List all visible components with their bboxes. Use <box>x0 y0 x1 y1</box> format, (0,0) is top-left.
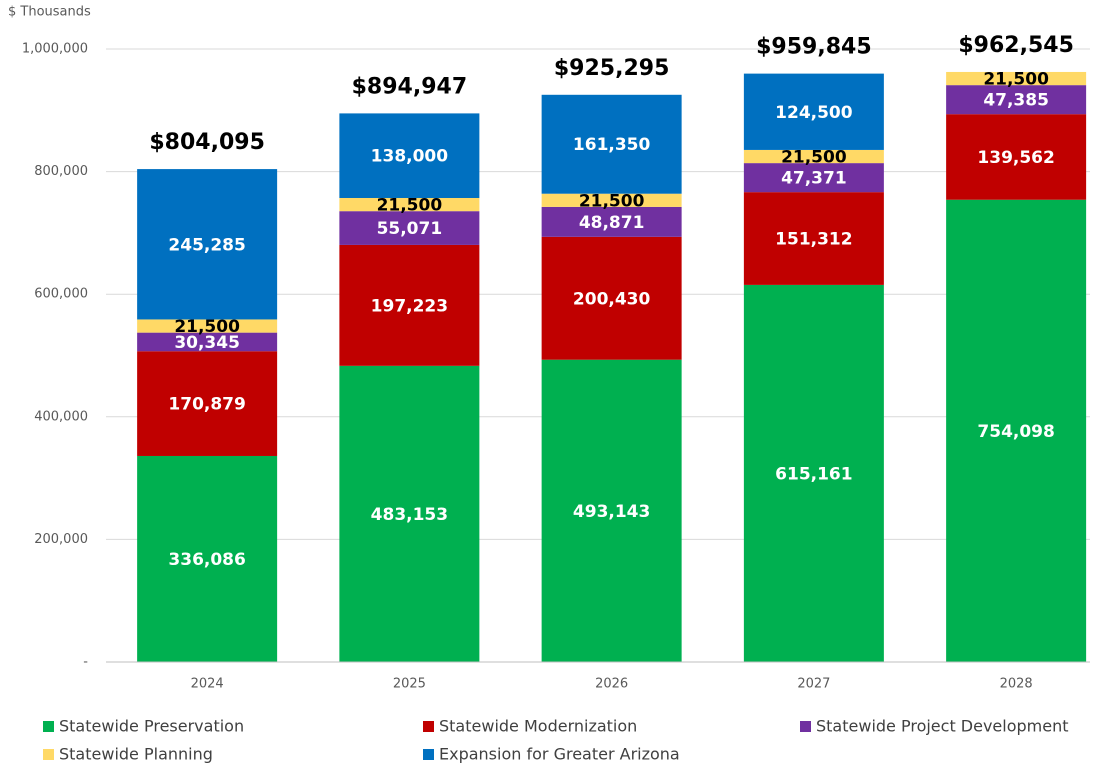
legend-swatch <box>43 721 54 732</box>
y-tick-label: 600,000 <box>34 287 88 302</box>
legend-label: Statewide Preservation <box>59 717 244 736</box>
x-tick-label: 2028 <box>1000 677 1033 692</box>
data-label: 21,500 <box>781 148 847 168</box>
total-label: $894,947 <box>352 74 468 99</box>
data-label: 30,345 <box>174 333 240 353</box>
bar-segment <box>946 71 1087 86</box>
total-label: $959,845 <box>756 35 872 60</box>
data-label: 47,385 <box>983 91 1049 111</box>
legend-swatch <box>800 721 811 732</box>
bar-segment <box>339 197 480 212</box>
data-label: 170,879 <box>168 395 245 415</box>
legend-label: Statewide Modernization <box>439 717 637 736</box>
legend-swatch <box>423 749 434 760</box>
data-label: 245,285 <box>168 235 245 255</box>
bar-segment <box>339 113 480 198</box>
bar-segment <box>541 206 682 237</box>
data-label: 197,223 <box>371 296 448 316</box>
data-label: 138,000 <box>371 147 449 167</box>
x-tick-label: 2024 <box>191 677 224 692</box>
legend-label: Expansion for Greater Arizona <box>439 745 680 764</box>
data-label: 21,500 <box>377 196 443 216</box>
bar-segment <box>137 351 278 456</box>
y-tick-label: 200,000 <box>34 532 88 547</box>
data-label: 124,500 <box>775 103 853 123</box>
x-tick-label: 2027 <box>797 677 830 692</box>
data-label: 754,098 <box>977 422 1054 442</box>
bar-segment <box>946 114 1087 200</box>
bar-segment <box>743 149 884 164</box>
bar-segment <box>137 169 278 320</box>
data-label: 151,312 <box>775 230 852 250</box>
total-label: $804,095 <box>149 130 265 155</box>
bar-segment <box>137 332 278 352</box>
data-label: 47,371 <box>781 169 847 189</box>
y-tick-label: 1,000,000 <box>22 42 88 57</box>
legend-swatch <box>43 749 54 760</box>
bar-segment <box>541 359 682 662</box>
bar-segment <box>339 211 480 245</box>
bar-segment <box>137 455 278 662</box>
legend-swatch <box>423 721 434 732</box>
bar-segment <box>743 284 884 662</box>
bar-segment <box>946 199 1087 663</box>
bar-segment <box>743 163 884 193</box>
y-tick-label: 400,000 <box>34 409 88 424</box>
total-label: $962,545 <box>958 33 1074 58</box>
data-label: 21,500 <box>579 191 645 211</box>
data-label: 336,086 <box>168 550 245 570</box>
legend-label: Statewide Project Development <box>816 717 1069 736</box>
data-label: 615,161 <box>775 464 852 484</box>
bar-segment <box>541 236 682 360</box>
data-label: 55,071 <box>377 219 443 239</box>
data-label: 21,500 <box>983 70 1049 90</box>
bar-segment <box>743 73 884 150</box>
data-label: 21,500 <box>174 317 240 337</box>
data-label: 139,562 <box>977 148 1054 168</box>
x-tick-label: 2026 <box>595 677 628 692</box>
x-tick-label: 2025 <box>393 677 426 692</box>
data-label: 48,871 <box>579 213 645 233</box>
bar-segment <box>137 319 278 333</box>
y-axis-label: $ Thousands <box>8 5 91 20</box>
bar-segment <box>743 192 884 285</box>
bar-segment <box>541 94 682 194</box>
data-label: 483,153 <box>371 505 448 525</box>
data-label: 161,350 <box>573 135 651 155</box>
bar-segment <box>339 244 480 366</box>
data-label: 493,143 <box>573 502 650 522</box>
y-tick-label: 800,000 <box>34 164 88 179</box>
bar-segment <box>339 365 480 662</box>
bar-segment <box>541 193 682 207</box>
bar-segment <box>946 85 1087 115</box>
y-tick-label: - <box>83 655 88 670</box>
legend-label: Statewide Planning <box>59 745 213 764</box>
data-label: 200,430 <box>573 289 651 309</box>
total-label: $925,295 <box>554 56 670 81</box>
